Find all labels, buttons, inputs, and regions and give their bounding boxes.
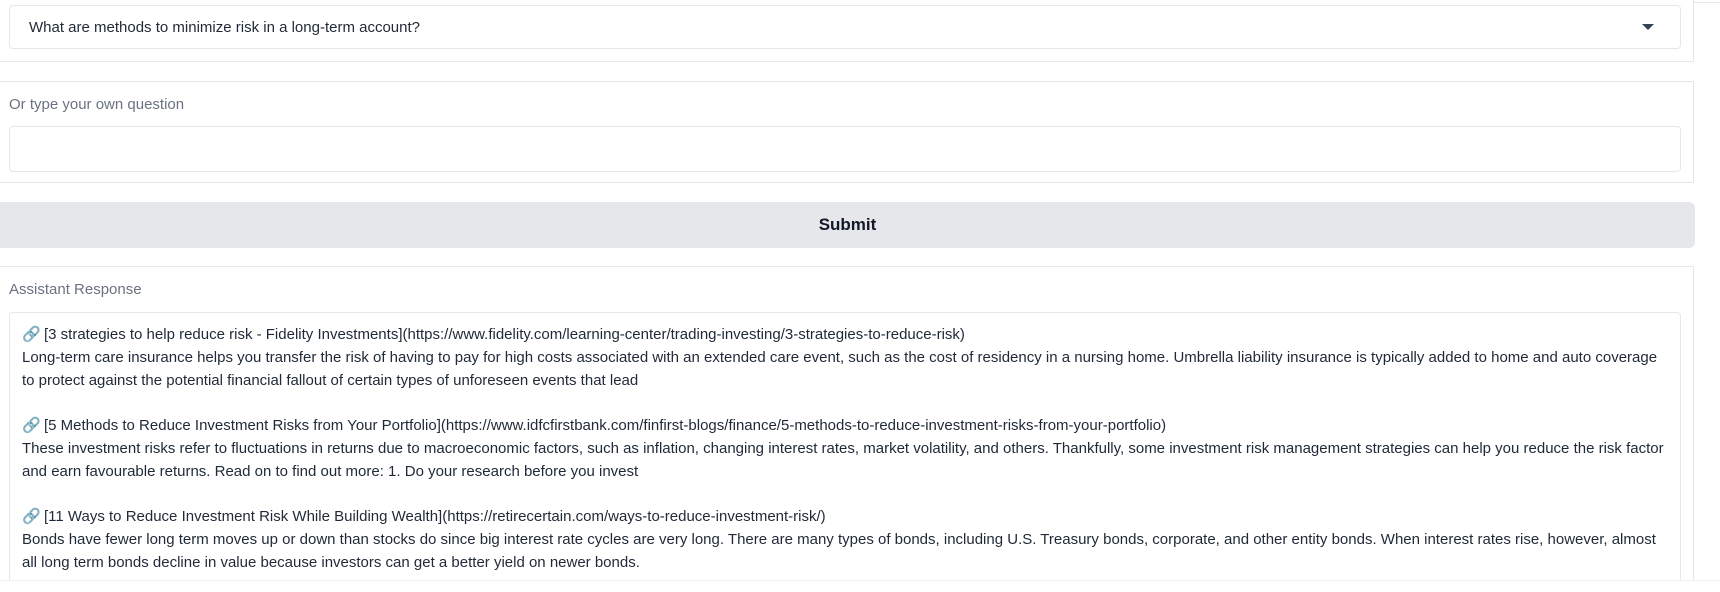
question-dropdown-value: What are methods to minimize risk in a l…: [29, 18, 420, 36]
response-entry-title[interactable]: [5 Methods to Reduce Investment Risks fr…: [44, 417, 1167, 434]
question-dropdown[interactable]: What are methods to minimize risk in a l…: [9, 5, 1681, 49]
assistant-response-output[interactable]: 🔗 [3 strategies to help reduce risk - Fi…: [9, 312, 1681, 582]
response-entry: 🔗 [3 strategies to help reduce risk - Fi…: [22, 323, 1668, 392]
submit-button[interactable]: Submit: [0, 202, 1695, 248]
link-icon: 🔗: [22, 326, 41, 343]
response-entry-body: Long-term care insurance helps you trans…: [22, 349, 1658, 389]
response-entry-body: These investment risks refer to fluctuat…: [22, 440, 1664, 480]
link-icon: 🔗: [22, 508, 41, 525]
chevron-down-icon[interactable]: [1642, 24, 1654, 30]
response-entry-title-row: 🔗 [3 strategies to help reduce risk - Fi…: [22, 323, 1668, 346]
link-icon: 🔗: [22, 417, 41, 434]
bottom-edge: [0, 580, 1720, 592]
response-entry: 🔗 [5 Methods to Reduce Investment Risks …: [22, 414, 1668, 483]
custom-question-input[interactable]: [9, 126, 1681, 172]
response-entry-title[interactable]: [11 Ways to Reduce Investment Risk While…: [44, 508, 826, 525]
assistant-response-panel: Assistant Response 🔗 [3 strategies to he…: [0, 266, 1694, 592]
response-entry-title-row: 🔗 [11 Ways to Reduce Investment Risk Whi…: [22, 505, 1668, 528]
response-entry-title[interactable]: [3 strategies to help reduce risk - Fide…: [44, 326, 965, 343]
response-entry-title-row: 🔗 [5 Methods to Reduce Investment Risks …: [22, 414, 1668, 437]
custom-question-label: Or type your own question: [9, 96, 185, 113]
question-select-panel: What are methods to minimize risk in a l…: [0, 0, 1694, 62]
assistant-response-label: Assistant Response: [9, 281, 142, 298]
custom-question-panel: Or type your own question: [0, 81, 1694, 183]
response-entry: 🔗 [11 Ways to Reduce Investment Risk Whi…: [22, 505, 1668, 574]
response-entry-body: Bonds have fewer long term moves up or d…: [22, 531, 1656, 571]
